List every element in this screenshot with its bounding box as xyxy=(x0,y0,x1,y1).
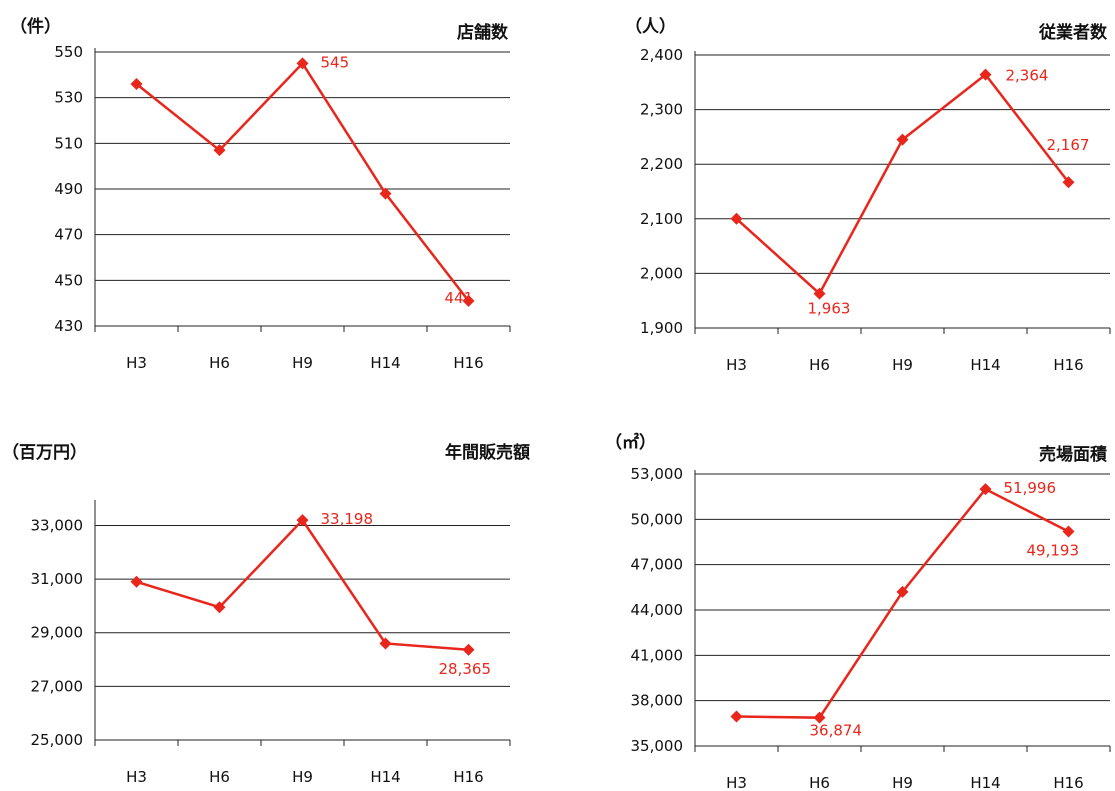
chart-plot: 33,000 31,000 29,000 27,000 25,000 H3 H6 H9 H14 H… xyxy=(31,500,511,786)
chart-employees: （人） 従業者数 2,400 2,300 2,200 2,100 2,000 1,900 H… xyxy=(565,0,1115,390)
data-point xyxy=(130,77,143,90)
series-line xyxy=(735,72,1070,296)
data-point xyxy=(379,187,392,200)
data-label: 545 xyxy=(321,53,350,71)
data-label: 36,874 xyxy=(810,722,863,740)
data-point xyxy=(896,133,909,146)
series-line xyxy=(135,61,470,302)
x-tick-label: H3 xyxy=(726,356,747,374)
chart-title: 売場面積 xyxy=(1039,445,1107,465)
data-point xyxy=(1062,525,1075,538)
data-point xyxy=(213,601,226,614)
x-tick-label: H16 xyxy=(453,354,483,372)
y-tick-label: 2,400 xyxy=(640,46,683,64)
data-point xyxy=(213,144,226,157)
y-tick-label: 27,000 xyxy=(31,677,84,695)
x-tick-label: H14 xyxy=(370,354,400,372)
x-tick-label: H6 xyxy=(209,768,230,786)
x-tick-label: H6 xyxy=(809,356,830,374)
data-label: 2,364 xyxy=(1006,67,1049,85)
data-point xyxy=(1062,176,1075,189)
chart-annual-sales: （百万円） 年間販売額 33,000 31,000 29,000 27,000 25,0… xyxy=(0,400,540,791)
x-tick-label: H3 xyxy=(126,768,147,786)
chart-stores: （件） 店舗数 550 530 510 490 470 450 430 H3 H6 H9 H14 H1… xyxy=(0,0,540,390)
y-tick-label: 33,000 xyxy=(31,516,84,534)
data-point xyxy=(379,637,392,650)
data-point xyxy=(813,287,826,300)
x-tick-label: H16 xyxy=(453,768,483,786)
data-label: 51,996 xyxy=(1004,479,1057,497)
chart-title: 店舗数 xyxy=(457,23,508,43)
x-tick-label: H9 xyxy=(892,774,913,791)
y-unit-label: （百万円） xyxy=(2,443,87,463)
data-point xyxy=(296,57,309,70)
x-tick-label: H14 xyxy=(970,774,1000,791)
y-unit-label: （件） xyxy=(10,17,61,37)
x-tick-label: H3 xyxy=(126,354,147,372)
y-tick-label: 450 xyxy=(54,271,83,289)
y-tick-label: 2,200 xyxy=(640,155,683,173)
series-line xyxy=(136,518,469,652)
y-tick-label: 550 xyxy=(54,43,83,61)
x-tick-label: H16 xyxy=(1053,356,1083,374)
chart-plot: 53,000 50,000 47,000 44,000 41,000 38,000 35,0… xyxy=(631,465,1111,791)
chart-title: 年間販売額 xyxy=(445,443,530,463)
y-unit-label: （㎡） xyxy=(605,433,656,453)
x-tick-label: H16 xyxy=(1053,774,1083,791)
y-tick-label: 29,000 xyxy=(31,624,84,642)
data-label: 49,193 xyxy=(1027,542,1080,560)
chart-floor-area: （㎡） 売場面積 53,000 50,000 47,000 44,000 41,000 3… xyxy=(565,400,1115,791)
data-point xyxy=(813,711,826,724)
y-tick-label: 31,000 xyxy=(31,570,84,588)
y-tick-label: 53,000 xyxy=(631,465,684,483)
x-tick-label: H9 xyxy=(892,356,913,374)
y-tick-label: 2,100 xyxy=(640,210,683,228)
data-label: 1,963 xyxy=(808,300,851,318)
data-point xyxy=(730,212,743,225)
data-point xyxy=(462,643,475,656)
data-point xyxy=(896,585,909,598)
data-point xyxy=(979,483,992,496)
x-tick-label: H14 xyxy=(370,768,400,786)
data-point xyxy=(462,294,475,307)
y-tick-label: 530 xyxy=(54,89,83,107)
data-point xyxy=(730,710,743,723)
chart-plot: 550 530 510 490 470 450 430 H3 H6 H9 H14 H16 545 441 xyxy=(54,43,511,372)
y-tick-label: 35,000 xyxy=(631,737,684,755)
y-tick-label: 41,000 xyxy=(631,646,684,664)
data-label: 441 xyxy=(445,289,474,307)
y-tick-label: 430 xyxy=(54,317,83,335)
data-point xyxy=(130,575,143,588)
data-point xyxy=(296,514,309,527)
x-tick-label: H6 xyxy=(209,354,230,372)
data-label: 33,198 xyxy=(321,510,374,528)
chart-plot: 2,400 2,300 2,200 2,100 2,000 1,900 H3 H6 H9 H14 H… xyxy=(640,46,1111,374)
y-tick-label: 1,900 xyxy=(640,319,683,337)
y-unit-label: （人） xyxy=(625,17,676,37)
y-tick-label: 50,000 xyxy=(631,510,684,528)
series-line xyxy=(736,487,1070,719)
y-tick-label: 490 xyxy=(54,180,83,198)
x-tick-label: H6 xyxy=(809,774,830,791)
x-tick-label: H3 xyxy=(726,774,747,791)
data-label: 28,365 xyxy=(439,660,492,678)
y-tick-label: 47,000 xyxy=(631,556,684,574)
data-label: 2,167 xyxy=(1047,136,1090,154)
y-tick-label: 2,300 xyxy=(640,101,683,119)
y-tick-label: 44,000 xyxy=(631,601,684,619)
chart-title: 従業者数 xyxy=(1039,23,1107,43)
y-tick-label: 470 xyxy=(54,226,83,244)
data-point xyxy=(979,68,992,81)
y-tick-label: 25,000 xyxy=(31,731,84,749)
y-tick-label: 2,000 xyxy=(640,264,683,282)
y-tick-label: 38,000 xyxy=(631,692,684,710)
x-tick-label: H9 xyxy=(292,354,313,372)
y-tick-label: 510 xyxy=(54,134,83,152)
x-tick-label: H9 xyxy=(292,768,313,786)
x-tick-label: H14 xyxy=(970,356,1000,374)
